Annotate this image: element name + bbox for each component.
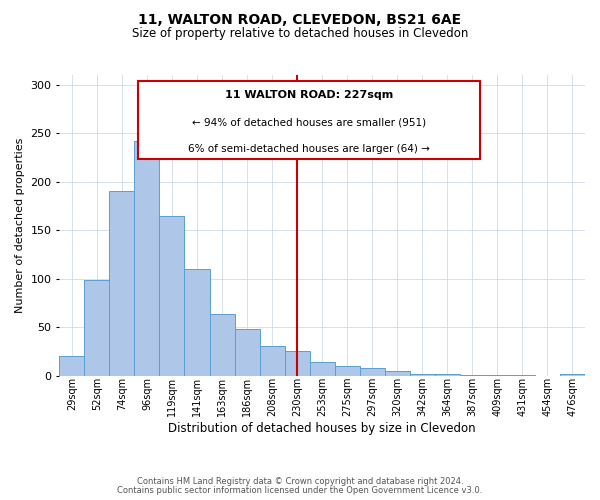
Text: Contains public sector information licensed under the Open Government Licence v3: Contains public sector information licen…	[118, 486, 482, 495]
FancyBboxPatch shape	[138, 81, 480, 159]
Bar	[560, 374, 585, 376]
Bar	[284, 352, 310, 376]
Bar	[385, 370, 410, 376]
Text: Contains HM Land Registry data © Crown copyright and database right 2024.: Contains HM Land Registry data © Crown c…	[137, 477, 463, 486]
X-axis label: Distribution of detached houses by size in Clevedon: Distribution of detached houses by size …	[169, 422, 476, 435]
Bar	[485, 374, 510, 376]
Bar	[160, 216, 184, 376]
Y-axis label: Number of detached properties: Number of detached properties	[15, 138, 25, 313]
Bar	[460, 374, 485, 376]
Text: 11 WALTON ROAD: 227sqm: 11 WALTON ROAD: 227sqm	[225, 90, 393, 100]
Bar	[209, 314, 235, 376]
Bar	[360, 368, 385, 376]
Bar	[59, 356, 85, 376]
Text: 6% of semi-detached houses are larger (64) →: 6% of semi-detached houses are larger (6…	[188, 144, 430, 154]
Bar	[410, 374, 435, 376]
Text: ← 94% of detached houses are smaller (951): ← 94% of detached houses are smaller (95…	[192, 117, 426, 127]
Bar	[260, 346, 284, 376]
Bar	[235, 329, 260, 376]
Bar	[134, 141, 160, 376]
Text: Size of property relative to detached houses in Clevedon: Size of property relative to detached ho…	[132, 28, 468, 40]
Bar	[85, 280, 109, 376]
Bar	[310, 362, 335, 376]
Bar	[109, 192, 134, 376]
Bar	[184, 269, 209, 376]
Text: 11, WALTON ROAD, CLEVEDON, BS21 6AE: 11, WALTON ROAD, CLEVEDON, BS21 6AE	[139, 12, 461, 26]
Bar	[335, 366, 360, 376]
Bar	[435, 374, 460, 376]
Bar	[510, 374, 535, 376]
